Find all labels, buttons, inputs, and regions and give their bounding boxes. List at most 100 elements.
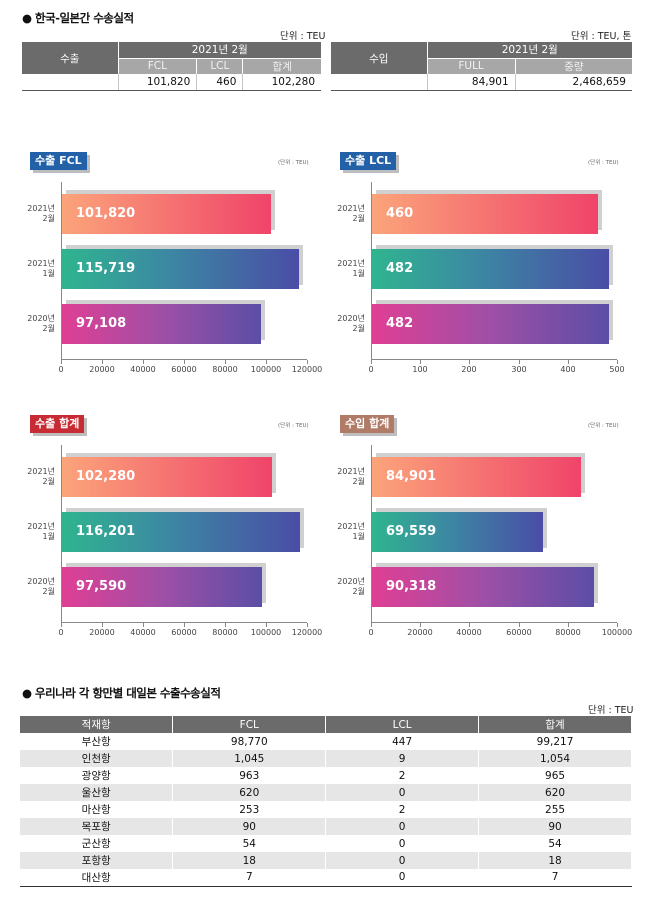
- category-label: 2021년 2월: [337, 204, 365, 223]
- tick-label: 20000: [407, 628, 433, 637]
- table-cell: 99,217: [478, 733, 632, 750]
- y-axis: [371, 445, 372, 623]
- category-label: 2021년 1월: [337, 522, 365, 541]
- category-label: 2021년 2월: [27, 467, 55, 486]
- tick-label: 400: [560, 365, 576, 374]
- import-full-value: 84,901: [427, 74, 516, 91]
- table-cell: 포항항: [20, 852, 174, 869]
- export-col-lcl: LCL: [196, 58, 244, 74]
- tick-mark: [184, 360, 185, 364]
- tick-label: 80000: [555, 628, 581, 637]
- tick-mark: [225, 360, 226, 364]
- tick-label: 0: [368, 628, 374, 637]
- table-cell: 2: [325, 767, 480, 784]
- table-cell: 0: [325, 852, 480, 869]
- tick-label: 80000: [212, 365, 238, 374]
- table-cell: 18: [172, 852, 327, 869]
- tick-label: 60000: [171, 365, 197, 374]
- bar-value-label: 90,318: [386, 579, 437, 594]
- table-cell: 9: [325, 750, 480, 767]
- table-cell: 울산항: [20, 784, 174, 801]
- export-period: 2021년 2월: [118, 42, 321, 59]
- tick-label: 20000: [89, 628, 115, 637]
- category-label: 2020년 2월: [27, 577, 55, 596]
- chart-bar: 102,280: [62, 457, 272, 497]
- table-cell: 54: [478, 835, 632, 852]
- table-cell: 7: [172, 869, 327, 887]
- table-cell: 1,045: [172, 750, 327, 767]
- category-label: 2021년 2월: [27, 204, 55, 223]
- chart-plot-area: 84,901 2021년 2월 69,559 2021년 1월 90,318 2020년 2월 0…: [337, 445, 632, 637]
- tick-label: 80000: [212, 628, 238, 637]
- chart-bar: 97,590: [62, 567, 262, 607]
- tick-label: 120000: [291, 628, 323, 637]
- tick-mark: [469, 360, 470, 364]
- table-cell: 620: [478, 784, 632, 801]
- tick-mark: [371, 360, 372, 364]
- chart-tag: 수출 FCL: [30, 152, 87, 170]
- table-row: 마산항 253 2 255: [20, 801, 632, 818]
- import-blank: [331, 74, 428, 91]
- table-cell: 2: [325, 801, 480, 818]
- bar-value-label: 460: [386, 206, 414, 221]
- tick-label: 40000: [456, 628, 482, 637]
- table-cell: 98,770: [172, 733, 327, 750]
- chart-bar: 482: [372, 249, 609, 289]
- bar-value-label: 101,820: [76, 206, 136, 221]
- chart-bar: 97,108: [62, 304, 261, 344]
- export-lcl-value: 460: [196, 74, 244, 91]
- category-label: 2020년 2월: [337, 577, 365, 596]
- export-blank: [22, 74, 119, 91]
- tick-mark: [61, 623, 62, 627]
- tick-label: 60000: [506, 628, 532, 637]
- ports-unit: 단위 : TEU: [588, 705, 634, 716]
- tick-mark: [143, 360, 144, 364]
- chart-export-fcl: 수출 FCL (단위 : TEU) 101,820 2021년 2월 115,719 202…: [20, 152, 322, 382]
- table-row: 대산항 7 0 7: [20, 869, 632, 887]
- chart-bar: 101,820: [62, 194, 271, 234]
- import-summary-table: 수입 2021년 2월 FULL 중량 84,901 2,468,659: [331, 42, 632, 91]
- tick-label: 500: [609, 365, 625, 374]
- tick-mark: [102, 360, 103, 364]
- chart-bar: 115,719: [62, 249, 299, 289]
- bar-value-label: 97,590: [76, 579, 127, 594]
- chart-plot-area: 460 2021년 2월 482 2021년 1월 482 2020년 2월 0 100 200 300…: [337, 182, 625, 374]
- category-label: 2021년 1월: [337, 259, 365, 278]
- category-label: 2021년 1월: [27, 259, 55, 278]
- export-label: 수출: [22, 42, 119, 74]
- chart-unit: (단위 : TEU): [278, 160, 309, 166]
- chart-export-total: 수출 합계 (단위 : TEU) 102,280 2021년 2월 116,201 2021…: [20, 415, 323, 645]
- tick-label: 100000: [250, 628, 282, 637]
- tick-mark: [102, 623, 103, 627]
- tick-label: 0: [58, 365, 64, 374]
- table-row: 인천항 1,045 9 1,054: [20, 750, 632, 767]
- tick-label: 300: [511, 365, 527, 374]
- chart-export-lcl: 수출 LCL (단위 : TEU) 460 2021년 2월 482 2021년 1월 482 2…: [330, 152, 630, 382]
- tick-label: 0: [58, 628, 64, 637]
- tick-mark: [371, 623, 372, 627]
- column-header: FCL: [172, 716, 327, 733]
- table-cell: 447: [325, 733, 480, 750]
- category-label: 2020년 2월: [27, 314, 55, 333]
- import-col-full: FULL: [427, 58, 516, 74]
- chart-bar: 482: [372, 304, 609, 344]
- tick-label: 60000: [171, 628, 197, 637]
- export-unit: 단위 : TEU: [280, 31, 326, 42]
- tick-mark: [266, 623, 267, 627]
- table-cell: 620: [172, 784, 327, 801]
- y-axis: [61, 445, 62, 623]
- export-fcl-value: 101,820: [118, 74, 198, 91]
- import-period: 2021년 2월: [427, 42, 632, 59]
- x-axis: [371, 622, 617, 623]
- table-cell: 마산항: [20, 801, 174, 818]
- ports-table: 적재항 FCL LCL 합계 부산항 98,770 447 99,217 인천항 1,045 9 1…: [20, 716, 632, 887]
- chart-unit: (단위 : TEU): [278, 423, 309, 429]
- chart-unit: (단위 : TEU): [588, 423, 619, 429]
- bar-value-label: 97,108: [76, 316, 127, 331]
- export-col-fcl: FCL: [118, 58, 198, 74]
- table-cell: 54: [172, 835, 327, 852]
- chart-plot-area: 101,820 2021년 2월 115,719 2021년 1월 97,108 2020년 2…: [27, 182, 322, 374]
- bar-value-label: 84,901: [386, 469, 437, 484]
- table-cell: 1,054: [478, 750, 632, 767]
- ports-body: 부산항 98,770 447 99,217 인천항 1,045 9 1,054 광양항 963 2 9…: [20, 733, 632, 887]
